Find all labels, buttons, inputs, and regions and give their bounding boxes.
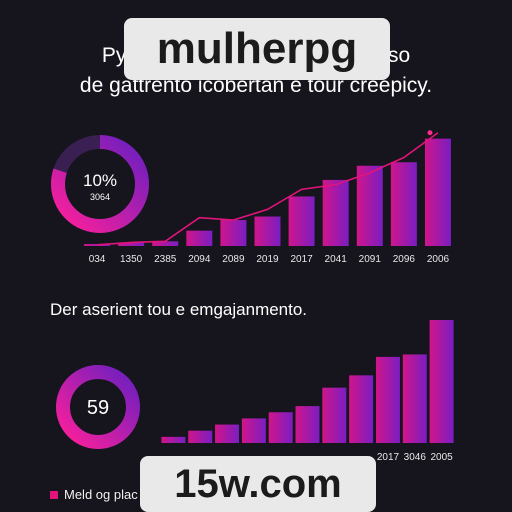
bar-chart1-9 — [390, 162, 417, 246]
watermark-top: mulherpg — [124, 18, 390, 80]
tick-label-chart1-5: 2019 — [256, 254, 279, 265]
chart-title-line1-start: Py — [101, 44, 127, 67]
bar-chart1-0 — [84, 244, 111, 246]
legend-swatch — [50, 490, 58, 499]
tick-label-chart2-9: 3046 — [404, 452, 427, 463]
bar-chart2-3 — [241, 418, 266, 443]
tick-label-chart1-2: 2385 — [154, 254, 177, 265]
bar-chart2-10 — [429, 320, 454, 443]
tick-label-chart2-10: 2005 — [430, 452, 453, 463]
donut-label-chart2: 59 — [87, 397, 109, 419]
bar-chart1-10 — [424, 138, 451, 246]
trend-point-end — [427, 130, 433, 136]
tick-label-chart1-6: 2017 — [290, 254, 313, 265]
bar-chart2-5 — [295, 406, 320, 443]
section-subtitle: Der aserient tou e emgajanmento. — [50, 300, 308, 319]
chart-bottom: 2017 3046 2005 59 — [56, 320, 454, 463]
bar-chart2-7 — [349, 375, 374, 443]
tick-label-chart1-1: 1350 — [120, 254, 143, 265]
watermark-bottom: 15w.com — [140, 456, 376, 512]
trend-line — [96, 132, 439, 246]
tick-label-chart1-7: 2041 — [325, 254, 348, 265]
tick-label-chart1-3: 2094 — [188, 254, 211, 265]
tick-label-chart1-10: 2006 — [427, 254, 450, 265]
bar-chart1-7 — [322, 179, 349, 246]
bar-chart1-8 — [356, 165, 383, 246]
tick-label-chart1-4: 2089 — [222, 254, 245, 265]
bar-chart1-4 — [220, 220, 247, 246]
donut-ring-chart2 — [56, 365, 140, 449]
legend-label: Meld og plac — [64, 487, 138, 502]
chart-top: 034 1350 2385 2094 2089 2019 2017 2041 2091 2096 2… — [51, 130, 451, 265]
bar-chart2-8 — [375, 356, 400, 443]
tick-label-chart1-9: 2096 — [393, 254, 416, 265]
tick-label-chart1-0: 034 — [89, 254, 106, 265]
bar-chart1-6 — [288, 196, 315, 246]
bar-chart1-5 — [254, 216, 281, 246]
donut-label-chart1: 10% — [83, 171, 117, 190]
bar-chart1-3 — [186, 230, 213, 246]
tick-label-chart2-8: 2017 — [377, 452, 400, 463]
bar-chart1-1 — [118, 242, 145, 246]
bar-chart2-6 — [322, 387, 347, 443]
bar-chart2-1 — [188, 430, 213, 443]
donut-sublabel-chart1: 3064 — [90, 192, 110, 202]
bar-chart2-9 — [402, 354, 427, 443]
bar-chart2-2 — [215, 424, 240, 443]
legend: Meld og plac — [50, 487, 138, 502]
bar-chart2-0 — [161, 436, 186, 443]
tick-label-chart1-8: 2091 — [359, 254, 382, 265]
bar-chart2-4 — [268, 412, 293, 443]
donut-ring-chart1 — [51, 135, 149, 233]
bar-chart1-2 — [152, 241, 179, 246]
